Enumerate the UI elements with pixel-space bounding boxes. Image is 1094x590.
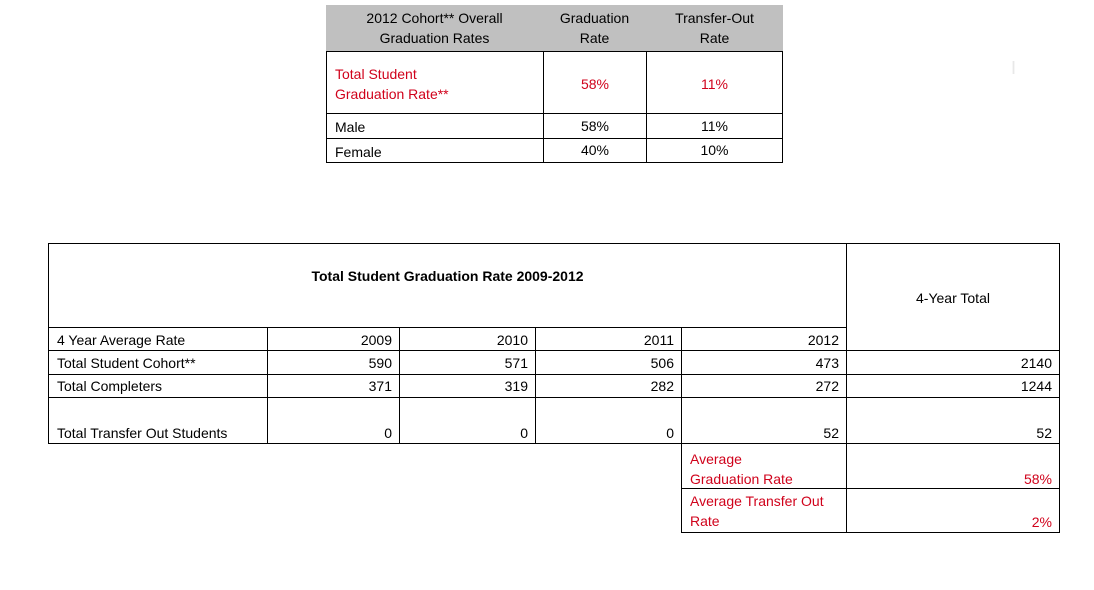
summary-total-header: 4-Year Total: [846, 243, 1060, 351]
cohort-row-male-transfer-out-rate: 11%: [646, 113, 783, 139]
completers-2009: 371: [267, 374, 400, 398]
cohort-header-graduation-rate: Graduation Rate: [543, 5, 646, 51]
transfer-out-row-label: Total Transfer Out Students: [48, 397, 268, 444]
cohort-row-female-label: Female: [326, 138, 544, 163]
summary-title: Total Student Graduation Rate 2009-2012: [48, 243, 847, 328]
cohort-total: 2140: [846, 350, 1060, 375]
completers-2011: 282: [535, 374, 682, 398]
year-2010: 2010: [399, 327, 536, 351]
year-2012: 2012: [681, 327, 847, 351]
transfer-out-total: 52: [846, 397, 1060, 444]
cohort-row-male-label: Male: [326, 113, 544, 139]
cohort-total-transfer-out-rate: 11%: [646, 51, 783, 114]
transfer-out-2009: 0: [267, 397, 400, 444]
cohort-header-transfer-out-rate: Transfer-Out Rate: [646, 5, 783, 51]
completers-2012: 272: [681, 374, 847, 398]
year-2011: 2011: [535, 327, 682, 351]
completers-2010: 319: [399, 374, 536, 398]
transfer-out-2011: 0: [535, 397, 682, 444]
cohort-row-label: Total Student Cohort**: [48, 350, 268, 375]
cohort-total-label: Total Student Graduation Rate**: [326, 51, 544, 114]
average-graduation-rate-value: 58%: [846, 443, 1060, 489]
year-row-label: 4 Year Average Rate: [48, 327, 268, 351]
cohort-2012: 473: [681, 350, 847, 375]
average-transfer-out-rate-value: 2%: [846, 488, 1060, 533]
transfer-out-2010: 0: [399, 397, 536, 444]
cohort-row-male-graduation-rate: 58%: [543, 113, 647, 139]
transfer-out-2012: 52: [681, 397, 847, 444]
completers-total: 1244: [846, 374, 1060, 398]
cohort-total-graduation-rate: 58%: [543, 51, 647, 114]
cohort-2009: 590: [267, 350, 400, 375]
text-cursor-icon: I: [1011, 58, 1017, 78]
cohort-2011: 506: [535, 350, 682, 375]
completers-row-label: Total Completers: [48, 374, 268, 398]
cohort-header-label: 2012 Cohort** Overall Graduation Rates: [326, 5, 543, 51]
average-graduation-rate-label: Average Graduation Rate: [681, 443, 847, 489]
average-transfer-out-rate-label: Average Transfer Out Rate: [681, 488, 847, 533]
cohort-row-female-graduation-rate: 40%: [543, 138, 647, 163]
cohort-row-female-transfer-out-rate: 10%: [646, 138, 783, 163]
year-2009: 2009: [267, 327, 400, 351]
cohort-2010: 571: [399, 350, 536, 375]
